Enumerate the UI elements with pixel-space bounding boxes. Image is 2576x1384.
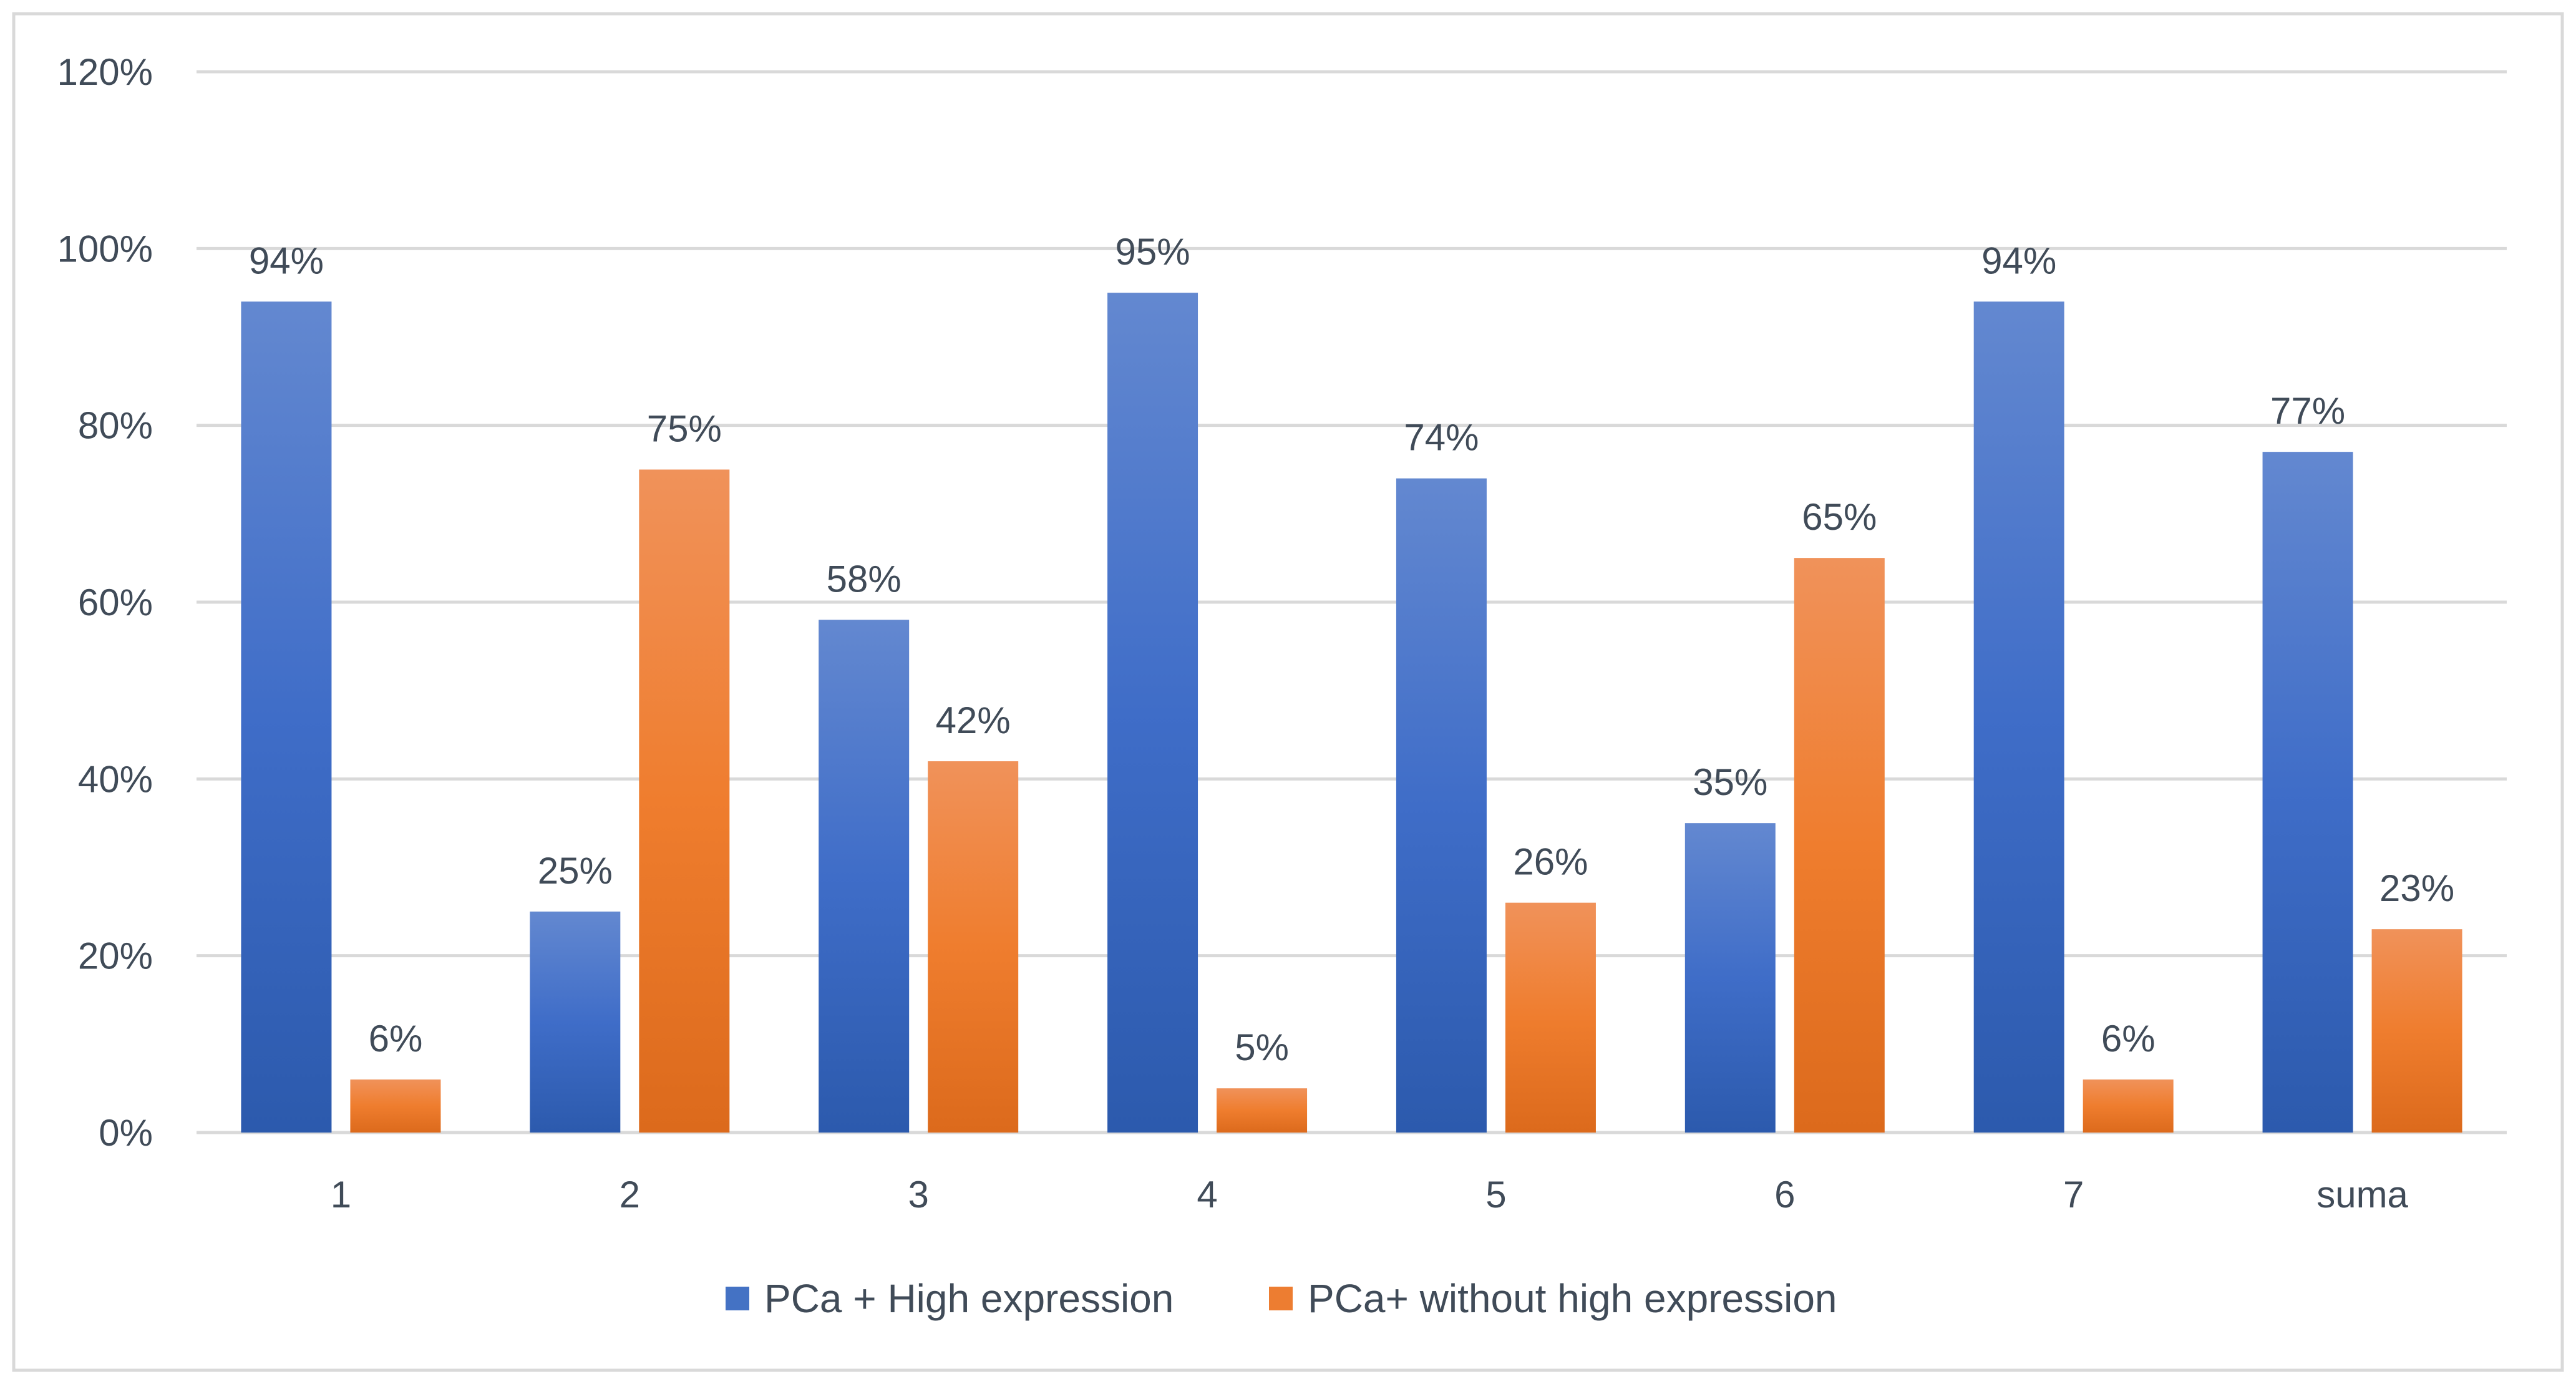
data-label: 6% [2101, 1018, 2156, 1060]
data-label: 58% [827, 558, 902, 600]
data-label: 6% [369, 1018, 423, 1060]
bar-series1-cat-suma [2262, 452, 2353, 1133]
bar-series2-cat-4 [1217, 1088, 1308, 1133]
data-label: 94% [1981, 240, 2056, 281]
bar-series1-cat-5 [1396, 478, 1487, 1133]
x-tick-label: 6 [1774, 1174, 1795, 1216]
x-tick-label: 7 [2063, 1174, 2084, 1216]
bar-series2-cat-6 [1794, 558, 1885, 1133]
legend: PCa + High expression PCa+ without high e… [726, 1276, 1837, 1321]
data-label: 35% [1693, 761, 1767, 803]
x-axis-ticks: 1 2 3 4 5 6 7 suma [331, 1174, 2409, 1216]
data-label: 74% [1404, 417, 1479, 459]
data-label: 5% [1235, 1026, 1289, 1068]
data-label: 26% [1513, 841, 1588, 883]
bar-series1-cat-6 [1684, 823, 1776, 1133]
y-tick-label: 80% [78, 405, 153, 447]
bar-series2-cat-7 [2083, 1079, 2174, 1133]
y-tick-label: 120% [57, 51, 153, 93]
bar-series1-cat-3 [819, 620, 910, 1133]
x-tick-label: suma [2316, 1174, 2408, 1216]
x-tick-label: 1 [331, 1174, 351, 1216]
chart-border [12, 12, 2564, 1372]
data-label: 42% [936, 699, 1011, 741]
x-tick-label: 2 [620, 1174, 640, 1216]
data-label: 75% [647, 408, 722, 450]
x-tick-label: 3 [908, 1174, 929, 1216]
bar-series2-cat-5 [1505, 902, 1596, 1133]
legend-label-series1: PCa + High expression [764, 1276, 1174, 1321]
bar-series2-cat-1 [350, 1079, 441, 1133]
x-tick-label: 4 [1197, 1174, 1217, 1216]
data-label: 77% [2270, 390, 2345, 432]
data-label: 23% [2379, 867, 2454, 909]
legend-swatch-series1 [726, 1287, 749, 1310]
y-tick-label: 60% [78, 582, 153, 623]
bars [241, 293, 2462, 1133]
data-labels: 94% 6% 25% 75% 58% 42% 95% 5% 74% 26% 35% 65% 94% 6% 7… [249, 231, 2454, 1068]
y-tick-label: 20% [78, 935, 153, 977]
y-tick-label: 40% [78, 758, 153, 800]
bar-series1-cat-1 [241, 301, 332, 1133]
x-tick-label: 5 [1485, 1174, 1506, 1216]
y-tick-label: 100% [57, 228, 153, 270]
legend-swatch-series2 [1269, 1287, 1293, 1310]
data-label: 94% [249, 240, 324, 281]
bar-series2-cat-3 [928, 761, 1019, 1133]
bar-series1-cat-4 [1107, 293, 1198, 1133]
legend-label-series2: PCa+ without high expression [1308, 1276, 1837, 1321]
bar-series2-cat-2 [639, 469, 730, 1133]
bar-series2-cat-suma [2371, 929, 2462, 1133]
bar-series1-cat-2 [530, 911, 621, 1133]
bar-series1-cat-7 [1973, 301, 2064, 1133]
y-axis-ticks: 0% 20% 40% 60% 80% 100% 120% [57, 51, 153, 1154]
data-label: 25% [538, 850, 613, 892]
data-label: 95% [1115, 231, 1190, 273]
data-label: 65% [1802, 496, 1877, 538]
y-tick-label: 0% [99, 1112, 153, 1154]
